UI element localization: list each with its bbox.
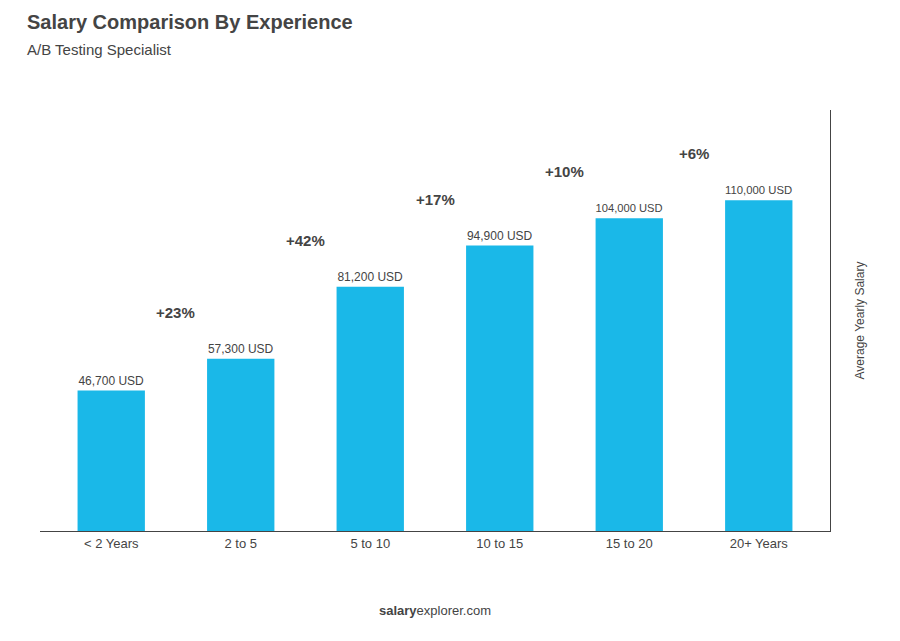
svg-text:salaryexplorer.com: salaryexplorer.com	[379, 603, 491, 618]
svg-text:81,200 USD: 81,200 USD	[337, 270, 403, 284]
svg-text:+17%: +17%	[416, 191, 455, 208]
svg-text:94,900 USD: 94,900 USD	[467, 229, 533, 243]
svg-text:104,000 USD: 104,000 USD	[596, 202, 663, 214]
svg-text:57,300 USD: 57,300 USD	[208, 342, 274, 356]
svg-text:< 2 Years: < 2 Years	[84, 536, 139, 551]
svg-text:Salary Comparison By Experienc: Salary Comparison By ExperienceA/B Testi…	[27, 11, 353, 58]
svg-text:15 to 20: 15 to 20	[606, 536, 653, 551]
svg-text:2 to 5: 2 to 5	[224, 536, 257, 551]
svg-text:5 to 10: 5 to 10	[350, 536, 390, 551]
svg-text:+10%: +10%	[545, 163, 584, 180]
svg-text:110,000 USD: 110,000 USD	[725, 184, 792, 196]
svg-text:+23%: +23%	[156, 304, 195, 321]
svg-text:+42%: +42%	[286, 232, 325, 249]
svg-text:10 to 15: 10 to 15	[476, 536, 523, 551]
svg-text:Average Yearly Salary: Average Yearly Salary	[853, 262, 867, 380]
svg-text:+6%: +6%	[679, 145, 709, 162]
svg-text:20+ Years: 20+ Years	[730, 536, 789, 551]
svg-text:46,700 USD: 46,700 USD	[78, 374, 144, 388]
